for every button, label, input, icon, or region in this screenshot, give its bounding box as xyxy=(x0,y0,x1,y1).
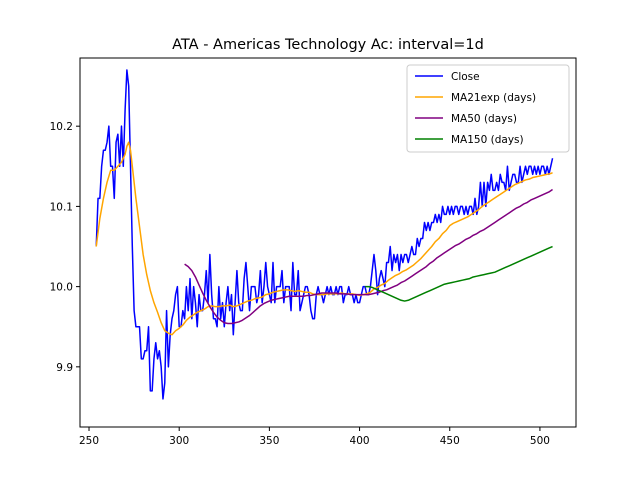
y-axis: 9.9 10.0 10.1 10.2 xyxy=(50,121,80,374)
chart-title: ATA - Americas Technology Ac: interval=1… xyxy=(172,37,484,53)
series-line-ma150-days xyxy=(364,245,553,302)
plot-frame xyxy=(79,57,577,428)
legend-label: Close xyxy=(451,71,480,83)
y-tick-label: 10.2 xyxy=(50,121,73,133)
legend-label: MA50 (days) xyxy=(451,113,517,125)
plot-area xyxy=(95,69,554,400)
y-tick-label: 9.9 xyxy=(56,362,73,374)
legend-box xyxy=(406,64,570,153)
y-tick-label: 10.1 xyxy=(50,201,73,213)
legend: Close MA21exp (days) MA50 (days) MA150 (day… xyxy=(406,64,570,153)
x-axis: 250 300 350 400 450 500 xyxy=(79,427,550,447)
x-tick-label: 450 xyxy=(440,435,460,447)
x-tick-label: 500 xyxy=(530,435,550,447)
x-tick-label: 250 xyxy=(79,435,99,447)
series-line-ma50-days xyxy=(184,188,553,325)
y-tick-label: 10.0 xyxy=(50,282,73,294)
legend-label: MA150 (days) xyxy=(451,134,524,146)
legend-label: MA21exp (days) xyxy=(451,92,536,104)
x-tick-label: 350 xyxy=(259,435,279,447)
x-tick-label: 300 xyxy=(169,435,189,447)
x-tick-label: 400 xyxy=(350,435,370,447)
series-line-ma21exp-days xyxy=(95,141,553,336)
